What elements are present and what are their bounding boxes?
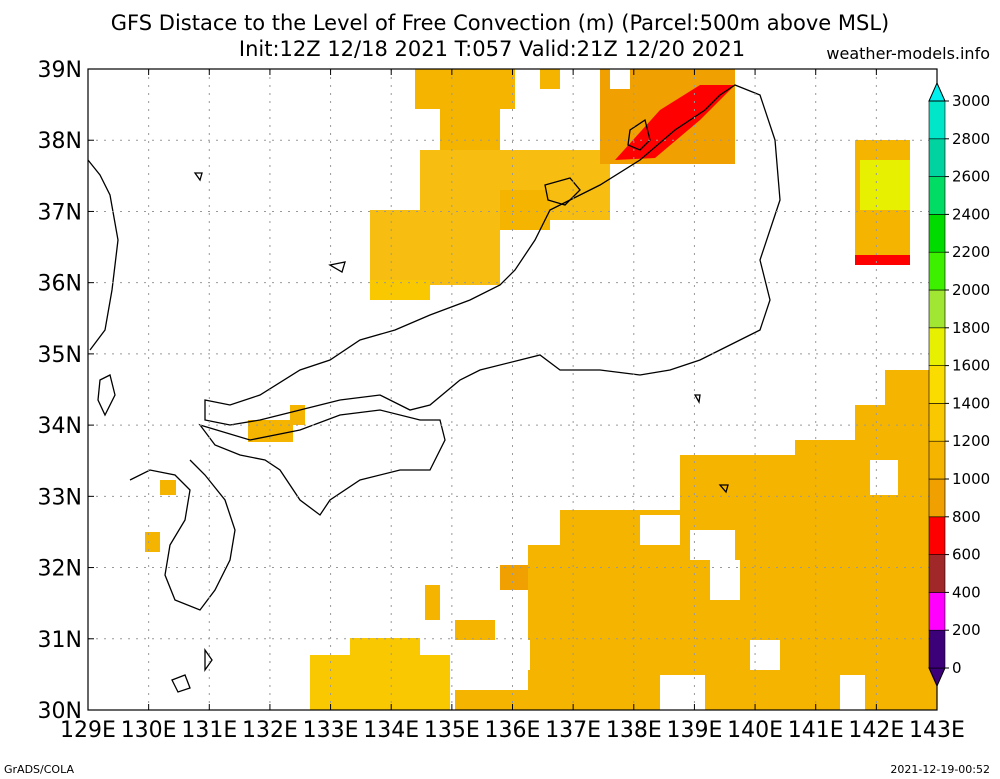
lon-tick-label: 130E bbox=[121, 718, 177, 743]
colorbar-segment bbox=[928, 554, 946, 593]
colorbar-label: 1000 bbox=[952, 470, 990, 488]
colorbar-segment bbox=[928, 478, 946, 518]
colorbar-upper-triangle bbox=[928, 81, 946, 102]
lon-tick-label: 141E bbox=[788, 718, 844, 743]
colorbar-segment bbox=[928, 327, 946, 366]
lat-tick-label: 35N bbox=[38, 343, 82, 368]
lon-tick-label: 138E bbox=[606, 718, 662, 743]
lat-tick-label: 37N bbox=[38, 200, 82, 225]
map-grid bbox=[88, 69, 937, 710]
lon-tick-label: 134E bbox=[363, 718, 419, 743]
lat-tick-label: 38N bbox=[38, 129, 82, 154]
colorbar-label: 2800 bbox=[952, 130, 990, 148]
colorbar-label: 1200 bbox=[952, 432, 990, 450]
colorbar-segment bbox=[928, 138, 946, 177]
coastline bbox=[88, 84, 781, 693]
colorbar-segment bbox=[928, 629, 946, 669]
colorbar-label: 0 bbox=[952, 659, 962, 677]
colorbar-segment bbox=[928, 176, 946, 215]
title-line-2: Init:12Z 12/18 2021 T:057 Valid:21Z 12/2… bbox=[238, 37, 746, 61]
colorbar-segment bbox=[928, 289, 946, 329]
lon-tick-label: 135E bbox=[424, 718, 480, 743]
lat-tick-label: 32N bbox=[38, 557, 82, 582]
lon-tick-label: 140E bbox=[727, 718, 783, 743]
colorbar-label: 2400 bbox=[952, 205, 990, 223]
colorbar-segment bbox=[928, 365, 946, 404]
lat-tick-label: 36N bbox=[38, 272, 82, 297]
site-credit: weather-models.info bbox=[826, 44, 990, 63]
lat-tick-label: 31N bbox=[38, 628, 82, 653]
timestamp: 2021-12-19-00:52 bbox=[890, 763, 990, 776]
colorbar-label: 200 bbox=[952, 621, 981, 639]
software-credit: GrADS/COLA bbox=[4, 763, 74, 776]
colorbar-segment bbox=[928, 100, 946, 140]
colorbar-segment bbox=[928, 251, 946, 291]
colorbar-label: 800 bbox=[952, 508, 981, 526]
colorbar-label: 3000 bbox=[952, 92, 990, 110]
lon-tick-label: 137E bbox=[545, 718, 601, 743]
colorbar-label: 2200 bbox=[952, 243, 990, 261]
lon-tick-label: 132E bbox=[242, 718, 298, 743]
colorbar-label: 1600 bbox=[952, 357, 990, 375]
field-shading bbox=[145, 69, 937, 710]
colorbar-segment bbox=[928, 403, 946, 442]
longitude-labels: 129E 130E 131E 132E 133E 134E 135E 136E 137E 138E… bbox=[60, 718, 965, 743]
colorbar-label: 600 bbox=[952, 546, 981, 564]
colorbar-label: 400 bbox=[952, 583, 981, 601]
lon-tick-label: 142E bbox=[848, 718, 904, 743]
lon-tick-label: 139E bbox=[666, 718, 722, 743]
colorbar-label: 2000 bbox=[952, 281, 990, 299]
colorbar-segment bbox=[928, 516, 946, 555]
colorbar-segment bbox=[928, 592, 946, 631]
lat-tick-label: 34N bbox=[38, 414, 82, 439]
lon-tick-label: 133E bbox=[303, 718, 359, 743]
colorbar: 0 200 400 600 800 1000 1200 1400 1600 1800 2000 220… bbox=[928, 81, 990, 688]
colorbar-label: 1400 bbox=[952, 394, 990, 412]
latitude-labels: 30N 31N 32N 33N 34N 35N 36N 37N 38N 39N bbox=[38, 58, 82, 724]
colorbar-segment bbox=[928, 440, 946, 480]
lat-tick-label: 30N bbox=[38, 699, 82, 724]
lon-tick-label: 129E bbox=[60, 718, 116, 743]
colorbar-segment bbox=[928, 214, 946, 253]
colorbar-label: 2600 bbox=[952, 168, 990, 186]
colorbar-label: 1800 bbox=[952, 319, 990, 337]
title-line-1: GFS Distace to the Level of Free Convect… bbox=[110, 11, 890, 35]
lon-tick-label: 136E bbox=[485, 718, 541, 743]
lat-tick-label: 33N bbox=[38, 485, 82, 510]
lon-tick-label: 143E bbox=[909, 718, 965, 743]
lat-tick-label: 39N bbox=[38, 58, 82, 83]
lon-tick-label: 131E bbox=[181, 718, 237, 743]
